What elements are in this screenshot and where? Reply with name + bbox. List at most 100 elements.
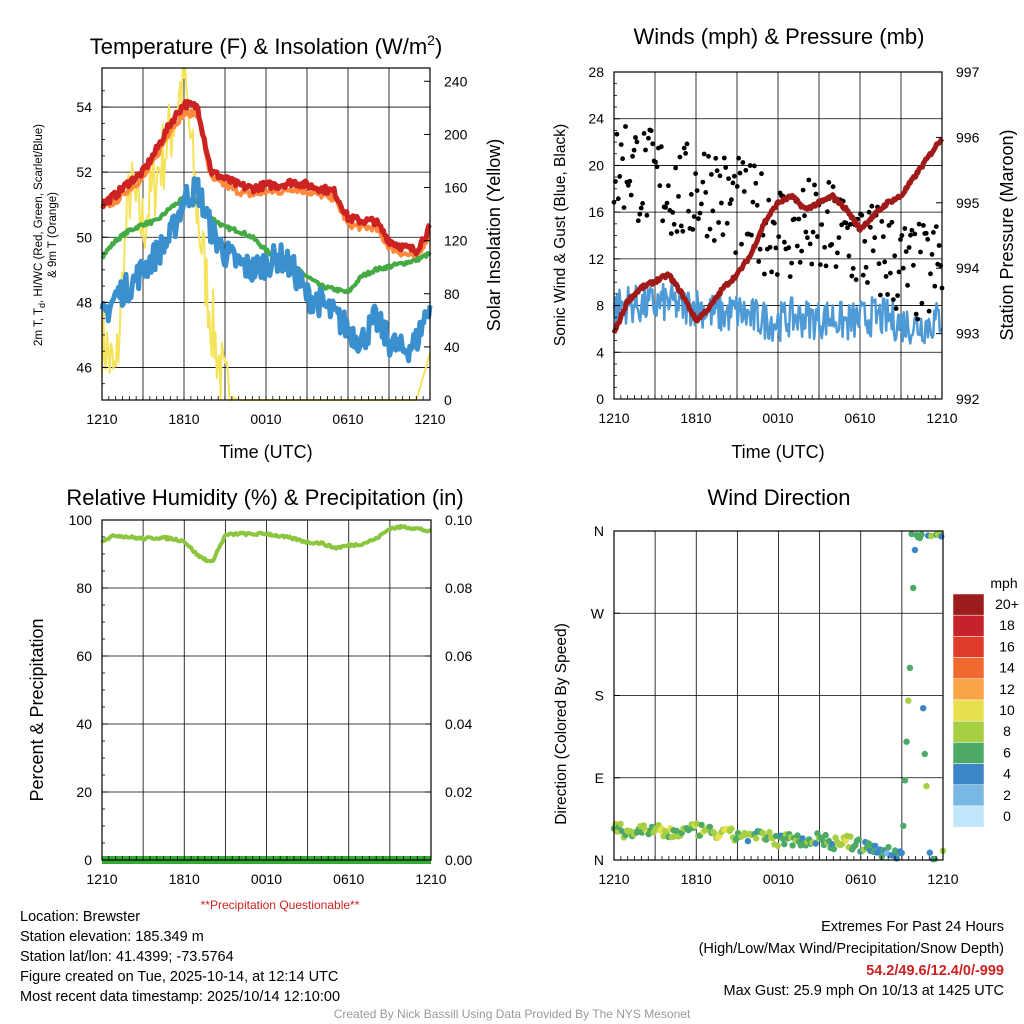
gust-point [846,253,852,259]
gust-point [878,292,883,298]
gust-point [671,221,677,227]
gust-point [664,200,670,206]
wind-direction-point [921,750,928,758]
gust-point [797,259,803,265]
gust-point [890,297,896,302]
gust-point [670,210,676,215]
gust-point [697,210,703,216]
gust-point [933,224,939,230]
gust-point [693,171,698,177]
temperature-ylabel-1: 2m T, Td, HI/WC (Red, Green, Scarlet/Blu… [33,124,47,346]
temperature-y2tick-label: 80 [444,286,460,302]
humidity-xtick-label: 1210 [86,871,117,887]
gust-point [903,249,909,255]
wind-direction-point [878,853,885,860]
gust-point [750,199,756,205]
wind-direction-point [766,829,773,836]
gust-point [853,277,859,283]
gust-point [716,220,721,225]
gust-point [869,203,875,209]
gust-point [691,214,697,220]
gust-point [870,248,876,254]
gust-point [868,224,873,230]
gust-point [923,230,929,236]
wind-direction-point [908,530,915,538]
gust-point [739,241,744,247]
gust-point [643,147,648,153]
gust-point [620,156,625,162]
speed-legend-label: 14 [999,660,1015,676]
gust-point [617,174,623,179]
wind-direction-point [706,823,714,831]
gust-point [731,173,737,179]
gust-point [723,165,729,171]
gust-point [921,223,926,228]
station-pressure-line [611,137,945,334]
wind-direction-point [931,855,938,863]
gust-point [681,145,687,151]
speed-legend-label: 18 [999,617,1015,633]
gust-point [792,216,797,222]
gust-point [657,183,663,189]
gust-point [710,208,716,214]
winds-ytick-label: 12 [588,251,604,267]
gust-point [836,235,842,241]
wind-direction-point [911,546,919,554]
gust-point [899,233,905,238]
gust-point [908,232,913,238]
gust-point [709,172,714,177]
gust-point [690,227,696,232]
temperature-y2tick-label: 240 [444,73,468,89]
gust-point [802,213,807,219]
gust-point [714,168,720,174]
gust-point [913,311,919,317]
gust-point [653,159,658,165]
gust-point [931,230,936,235]
winds-xtick-label: 1210 [926,410,957,426]
humidity-xtick-label: 1210 [415,871,446,887]
gust-point [800,187,806,193]
gust-point [787,274,793,279]
wind-direction-ylabel: Direction (Colored By Speed) [553,623,570,825]
gust-point [849,273,855,279]
gust-point [806,177,812,183]
gust-point [630,153,635,159]
gust-point [741,189,747,194]
gust-point [733,250,739,256]
extremes-subtitle: (High/Low/Max Wind/Precipitation/Snow De… [698,941,1004,957]
gust-point [813,191,819,197]
speed-legend-title: mph [990,575,1017,591]
figure-created: Figure created on Tue, 2025-10-14, at 12… [20,969,339,985]
speed-legend-swatch [952,784,985,807]
gust-point [686,208,691,214]
gust-point [753,180,759,186]
temperature-xtick-label: 1810 [168,411,199,427]
gust-point [892,253,898,259]
wind-direction-point [794,832,801,839]
wind-direction-point [905,697,912,704]
gust-point [641,131,647,136]
temperature-y2tick-label: 0 [444,392,452,408]
temperature-ylabel-2: & 9m T (Orange) [47,192,59,278]
wind-direction-xtick-label: 1210 [598,871,629,887]
humidity-ytick-label: 20 [76,784,92,800]
wind-direction-point [822,831,829,839]
gust-point [701,151,707,157]
gust-point [926,308,932,314]
gust-point [876,261,882,267]
winds-y2tick-label: 994 [956,260,980,276]
wind-direction-point [885,844,892,851]
gust-point [711,238,717,243]
temperature-xtick-label: 1210 [86,411,117,427]
wind-direction-point [829,841,836,848]
wind-direction-point [901,777,909,784]
gust-point [925,236,931,242]
gust-point [905,282,910,288]
humidity-ytick-label: 0 [84,852,92,868]
winds-ytick-label: 20 [588,157,604,173]
wind-direction-ytick-label: W [591,605,605,621]
speed-legend-label: 6 [1003,744,1011,760]
speed-legend-label: 2 [1003,787,1011,803]
extremes-block: Extremes For Past 24 Hours (High/Low/Max… [699,917,1004,1001]
pressure-ylabel: Station Pressure (Maroon) [997,129,1017,340]
